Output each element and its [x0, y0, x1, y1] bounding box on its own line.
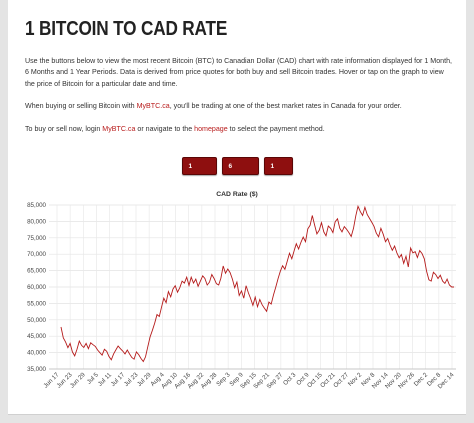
y-tick-label: 80,000: [27, 218, 46, 225]
x-tick-label: Oct 27: [332, 371, 350, 389]
y-tick-label: 40,000: [27, 350, 46, 357]
y-tick-label: 75,000: [27, 235, 46, 242]
content-card: 1 BITCOIN TO CAD RATE Use the buttons be…: [8, 0, 466, 415]
y-tick-label: 50,000: [27, 317, 46, 324]
y-tick-label: 45,000: [27, 333, 46, 340]
y-tick-label: 35,000: [27, 366, 46, 373]
chart-title: CAD Rate ($): [216, 191, 258, 198]
login-paragraph: To buy or sell now, login MyBTC.ca or na…: [25, 124, 453, 135]
login-text-before: To buy or sell now, login: [25, 125, 103, 133]
six-months-button[interactable]: 6 MONTHS: [221, 157, 259, 188]
trading-text-before: When buying or selling Bitcoin with: [25, 102, 137, 110]
period-button-group: 1 MONTH 6 MONTHS 1 YEAR: [8, 157, 466, 188]
y-tick-label: 85,000: [27, 202, 46, 209]
y-tick-label: 65,000: [27, 268, 46, 275]
homepage-link[interactable]: homepage: [194, 125, 228, 133]
trading-paragraph: When buying or selling Bitcoin with MyBT…: [25, 101, 453, 112]
x-tick-label: Jul 29: [136, 371, 153, 388]
price-chart[interactable]: 35,000 40,000 45,000 50,000 55,000 60,000 65,0…: [8, 196, 466, 410]
chart-grid: [49, 204, 456, 370]
mybtc-link[interactable]: MyBTC.ca: [136, 102, 170, 110]
price-line: [60, 204, 454, 363]
login-text-middle: or navigate to the: [135, 125, 195, 133]
x-tick-label: Jun 29: [69, 371, 87, 389]
y-tick-label: 70,000: [27, 251, 46, 258]
one-year-button[interactable]: 1 YEAR: [263, 157, 293, 188]
y-tick-label: 60,000: [27, 284, 46, 291]
y-axis: 35,000 40,000 45,000 50,000 55,000 60,000 65,0…: [27, 202, 46, 373]
intro-paragraph: Use the buttons below to view the most r…: [25, 57, 452, 88]
x-tick-label: Oct 3: [282, 371, 298, 387]
login-mybtc-link[interactable]: MyBTC.ca: [102, 125, 136, 133]
login-text-after: to select the payment method.: [227, 125, 325, 133]
y-tick-label: 55,000: [27, 300, 46, 307]
trading-text-after: , you'll be trading at one of the best m…: [169, 102, 402, 110]
page-title: 1 BITCOIN TO CAD RATE: [25, 18, 228, 40]
one-month-button[interactable]: 1 MONTH: [181, 157, 217, 188]
